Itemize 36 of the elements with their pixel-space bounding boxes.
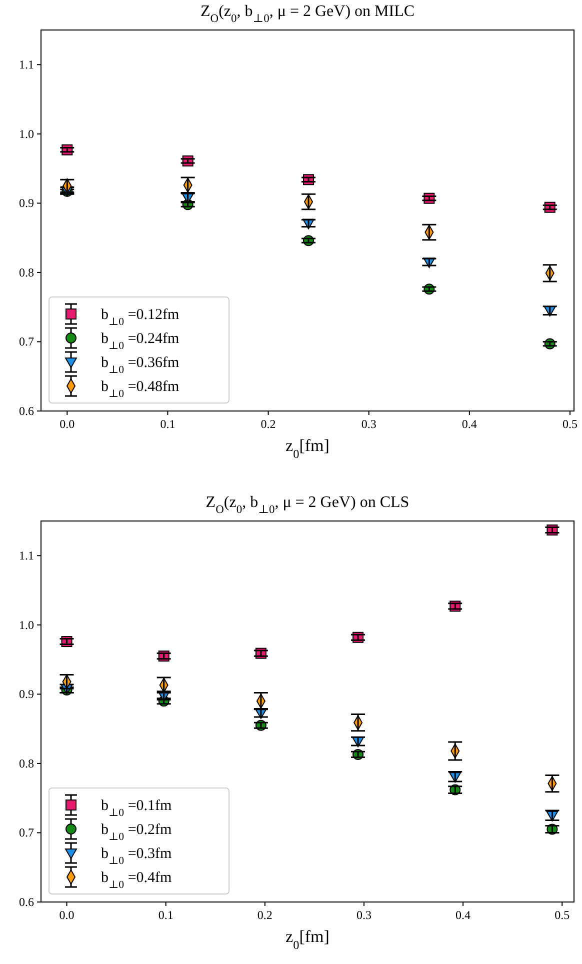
legend-label: b$_{⊥0}$ =0.12fm bbox=[101, 307, 180, 328]
legend-label: b$_{⊥0}$ =0.3fm bbox=[101, 846, 172, 867]
x-tick-label: 0.1 bbox=[160, 417, 176, 431]
y-tick-label: 0.7 bbox=[19, 826, 34, 840]
y-tick-label: 0.8 bbox=[19, 265, 34, 280]
y-tick-label: 0.7 bbox=[19, 334, 34, 349]
x-tick-label: 0.5 bbox=[554, 908, 570, 922]
x-tick-label: 0.0 bbox=[59, 908, 74, 922]
x-tick-label: 0.1 bbox=[158, 908, 174, 922]
legend-label: b$_{⊥0}$ =0.4fm bbox=[101, 870, 172, 891]
x-tick-label: 0.4 bbox=[462, 417, 477, 431]
chart-title: Z$_{O}$(z$_{0}$, b$_{⊥0}$, μ = 2 GeV) on CLS bbox=[206, 494, 410, 516]
legend-label: b$_{⊥0}$ =0.1fm bbox=[101, 798, 172, 819]
x-tick-label: 0.3 bbox=[356, 908, 372, 922]
y-tick-label: 0.6 bbox=[19, 404, 34, 418]
y-tick-label: 1.1 bbox=[19, 58, 34, 72]
y-tick-label: 0.6 bbox=[19, 895, 34, 909]
x-tick-label: 0.2 bbox=[257, 908, 272, 922]
x-tick-label: 0.5 bbox=[562, 417, 578, 431]
y-tick-label: 1.1 bbox=[19, 548, 34, 563]
legend-label: b$_{⊥0}$ =0.24fm bbox=[101, 331, 180, 352]
x-tick-label: 0.4 bbox=[456, 908, 471, 922]
x-tick-label: 0.0 bbox=[60, 417, 75, 431]
y-tick-label: 0.9 bbox=[19, 687, 34, 702]
legend-label: b$_{⊥0}$ =0.36fm bbox=[101, 355, 180, 376]
x-axis-title: z$_{0}$[fm] bbox=[286, 436, 330, 461]
y-tick-label: 1.0 bbox=[19, 126, 34, 141]
y-tick-label: 0.9 bbox=[19, 196, 34, 210]
x-tick-label: 0.3 bbox=[361, 417, 376, 431]
y-tick-label: 0.8 bbox=[19, 756, 34, 770]
legend-label: b$_{⊥0}$ =0.48fm bbox=[101, 379, 180, 400]
x-axis-title: z$_{0}$[fm] bbox=[286, 927, 330, 952]
x-tick-label: 0.2 bbox=[260, 417, 276, 431]
chart-title: Z$_{O}$(z$_{0}$, b$_{⊥0}$, μ = 2 GeV) on MILC bbox=[200, 3, 415, 25]
y-tick-label: 1.0 bbox=[19, 618, 34, 632]
legend-label: b$_{⊥0}$ =0.2fm bbox=[101, 822, 172, 843]
